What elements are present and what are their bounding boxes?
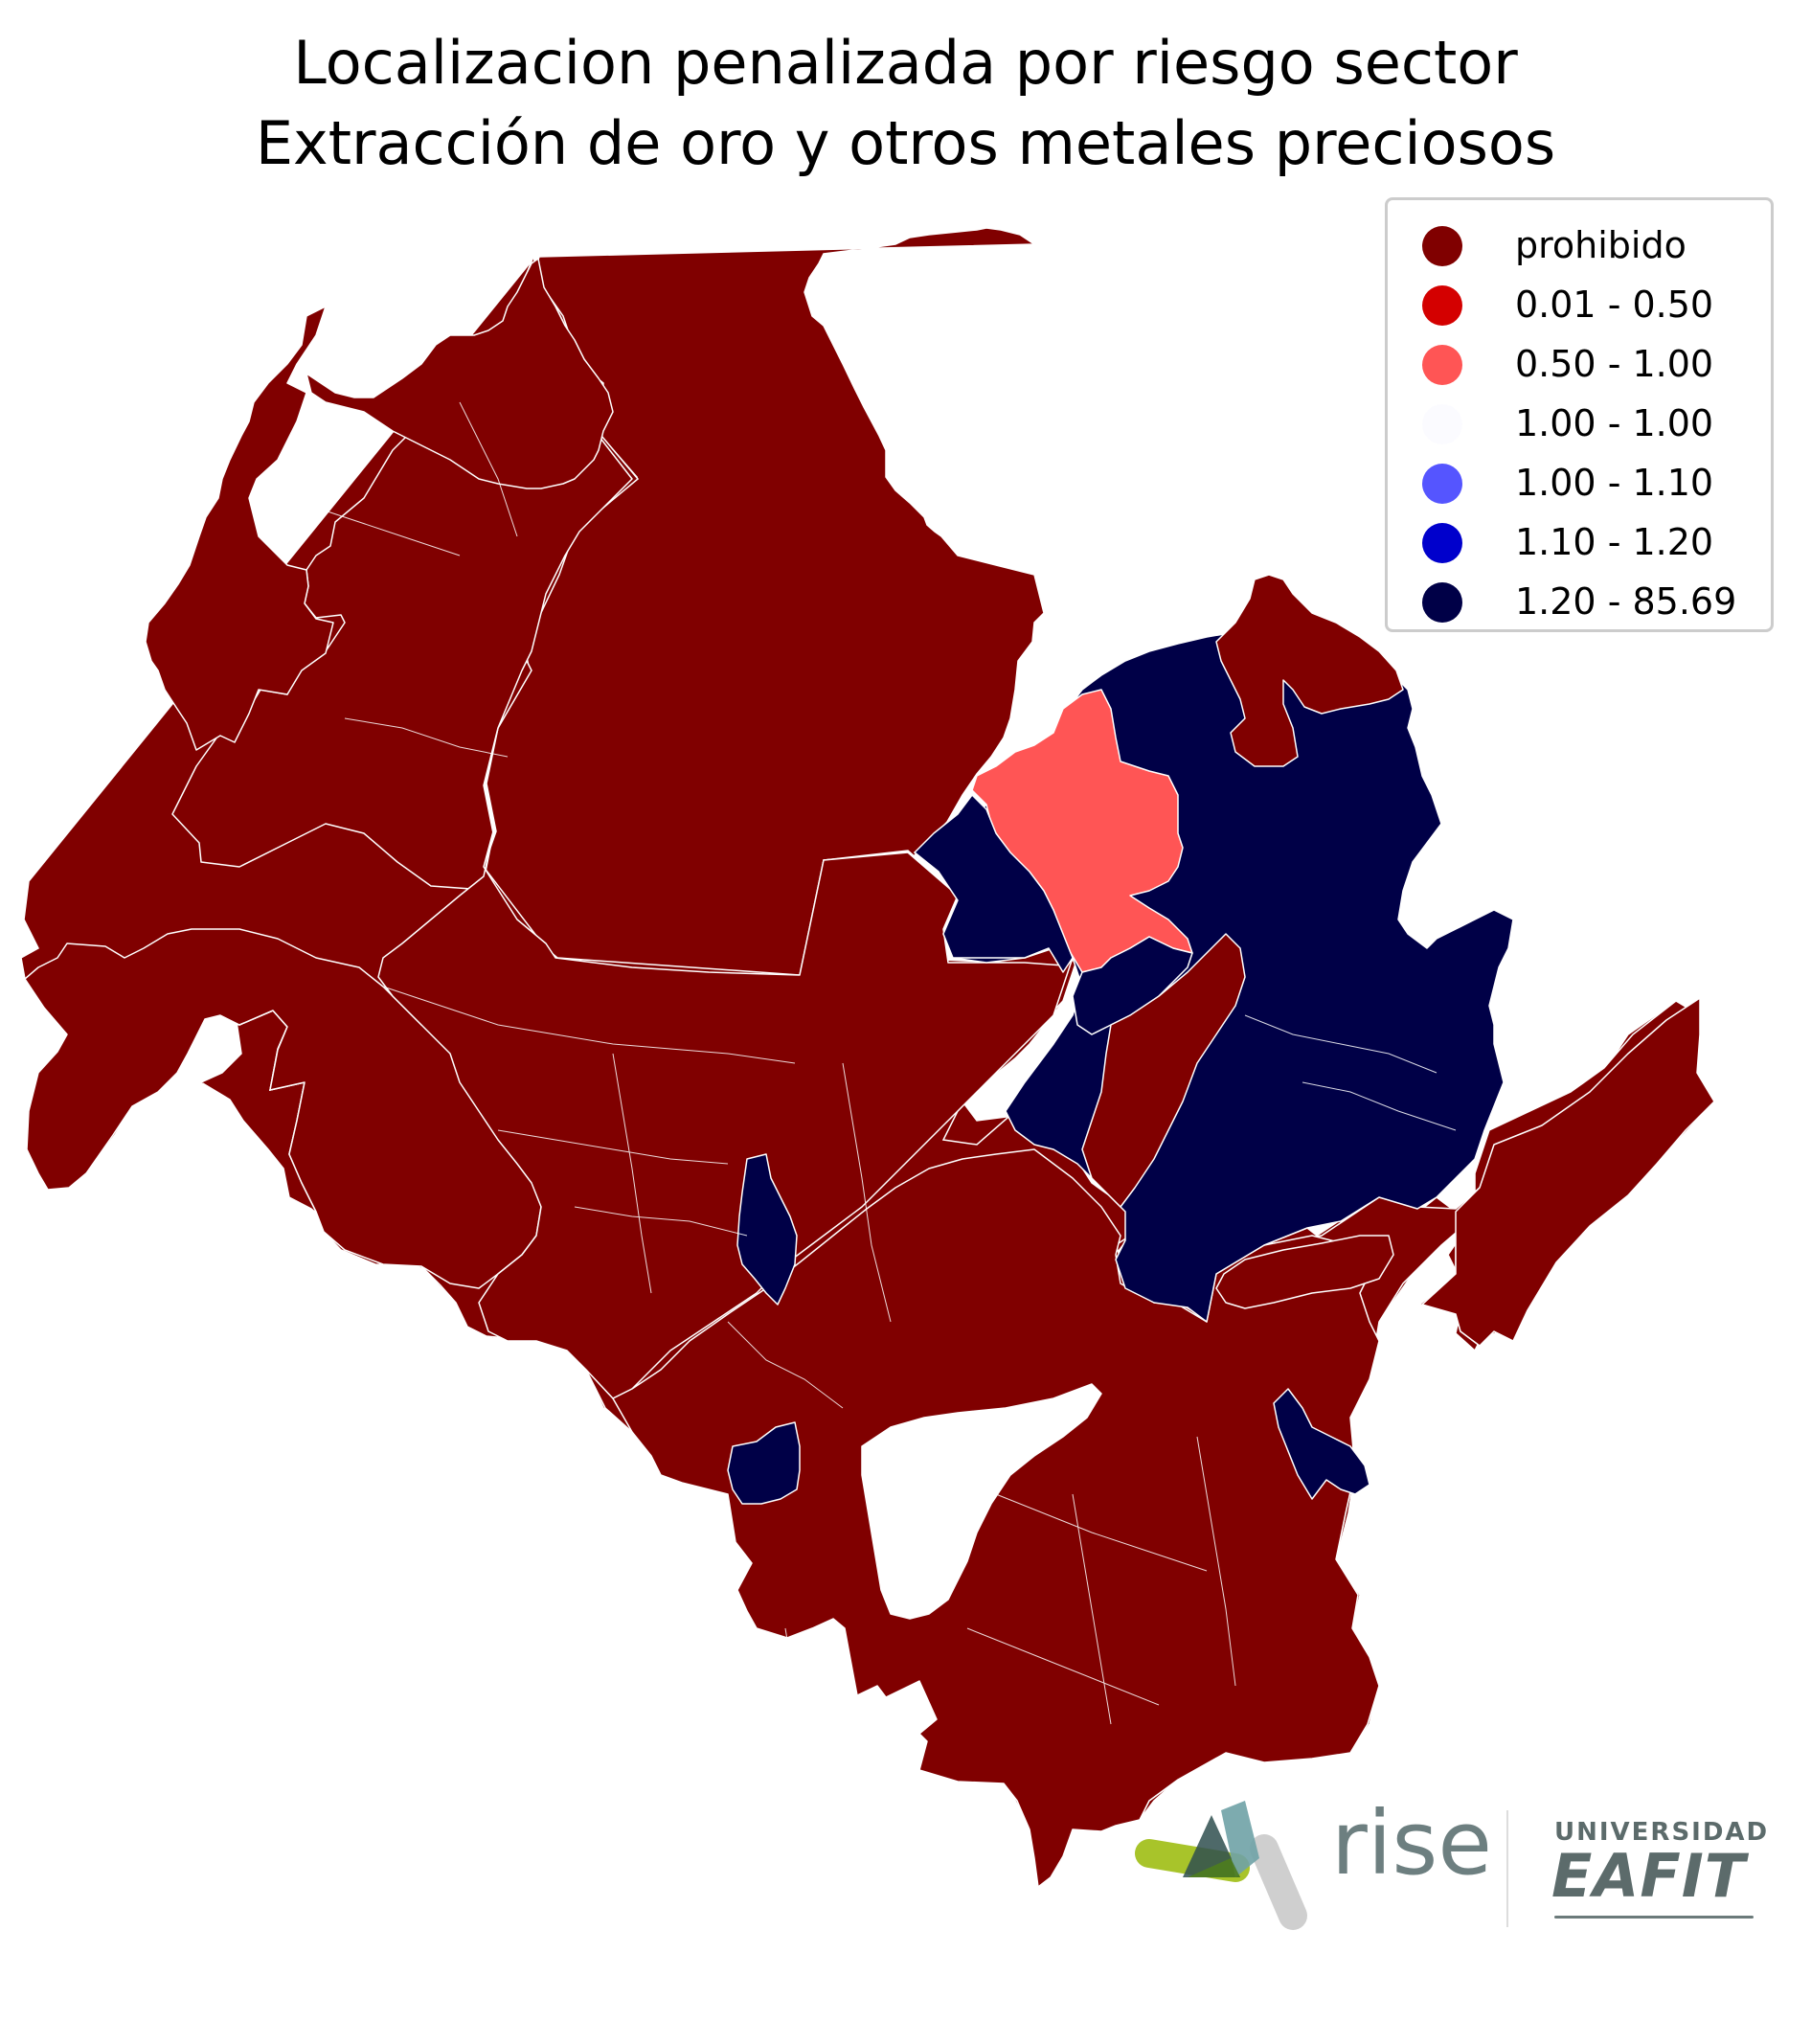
boundary-line [574, 1206, 748, 1237]
legend-swatch [1422, 404, 1462, 444]
eafit-underline [1554, 1916, 1754, 1919]
boundary-line [995, 1493, 1208, 1572]
legend-label: 0.01 - 0.50 [1515, 284, 1714, 326]
boundary-line [966, 1627, 1160, 1706]
region-north-wedge [1215, 574, 1404, 767]
legend-label: 0.50 - 1.00 [1515, 343, 1714, 385]
legend-label: 1.00 - 1.00 [1515, 402, 1714, 444]
legend-label: 1.20 - 85.69 [1515, 580, 1737, 623]
chart-title: Localizacion penalizada por riesgo secto… [0, 23, 1811, 184]
legend-item: 0.50 - 1.00 [1388, 332, 1771, 392]
eafit-wordmark: EAFIT [1551, 1841, 1747, 1911]
region-east-band [1215, 1235, 1394, 1309]
legend-item: 1.10 - 1.20 [1388, 511, 1771, 570]
logos: rise UNIVERSIDAD EAFIT [1130, 1791, 1781, 1954]
boundary-line [727, 1321, 844, 1409]
boundary-line [1196, 1436, 1236, 1687]
legend-swatch [1422, 464, 1462, 504]
legend-item: prohibido [1388, 214, 1771, 273]
legend-item: 1.00 - 1.00 [1388, 392, 1771, 451]
region-navy-west [914, 794, 1074, 973]
region-no-data [861, 1383, 1102, 1620]
boundary-line [286, 497, 461, 556]
region-north-peninsula [306, 258, 614, 489]
legend-label: 1.10 - 1.20 [1515, 521, 1714, 563]
boundary-line [612, 1053, 652, 1294]
region-central-band [377, 830, 1074, 1399]
legend-swatch [1422, 523, 1462, 563]
region-west-interior [24, 928, 542, 1289]
region-center-east [1081, 933, 1246, 1208]
legend-item: 0.01 - 0.50 [1388, 273, 1771, 332]
eafit-top-label: UNIVERSIDAD [1554, 1818, 1770, 1847]
boundary-line [344, 717, 509, 758]
region-navy-southwest [727, 1421, 801, 1505]
boundary-line [784, 1627, 825, 1783]
boundary-line [1072, 1493, 1112, 1725]
legend-label: prohibido [1515, 224, 1686, 266]
region-coast-west [145, 306, 334, 751]
title-line-2: Extracción de oro y otros metales precio… [255, 108, 1556, 178]
boundary-line [842, 1062, 892, 1323]
boundary-line [1244, 1014, 1437, 1074]
legend-label: 1.00 - 1.10 [1515, 462, 1714, 504]
boundary-line [497, 1129, 729, 1165]
logo-divider [1506, 1810, 1508, 1927]
region-east-strip [1421, 997, 1715, 1347]
boundary-line [459, 401, 518, 537]
rise-logo-icon [1135, 1801, 1307, 1930]
region-navy-lower [1273, 1388, 1370, 1500]
legend-item: 1.20 - 85.69 [1388, 570, 1771, 629]
title-line-1: Localizacion penalizada por riesgo secto… [293, 28, 1518, 98]
legend: prohibido 0.01 - 0.50 0.50 - 1.00 1.00 -… [1385, 197, 1774, 632]
legend-swatch [1422, 285, 1462, 326]
region-navy-mid [1072, 936, 1193, 1035]
rise-wordmark: rise [1331, 1792, 1492, 1895]
boundary-line [382, 986, 796, 1064]
legend-swatch [1422, 582, 1462, 623]
legend-swatch [1422, 226, 1462, 266]
region-south [612, 1148, 1380, 1888]
legend-item: 1.00 - 1.10 [1388, 451, 1771, 511]
region-navy-central [736, 1153, 798, 1306]
legend-swatch [1422, 345, 1462, 385]
boundary-line [1302, 1081, 1457, 1131]
